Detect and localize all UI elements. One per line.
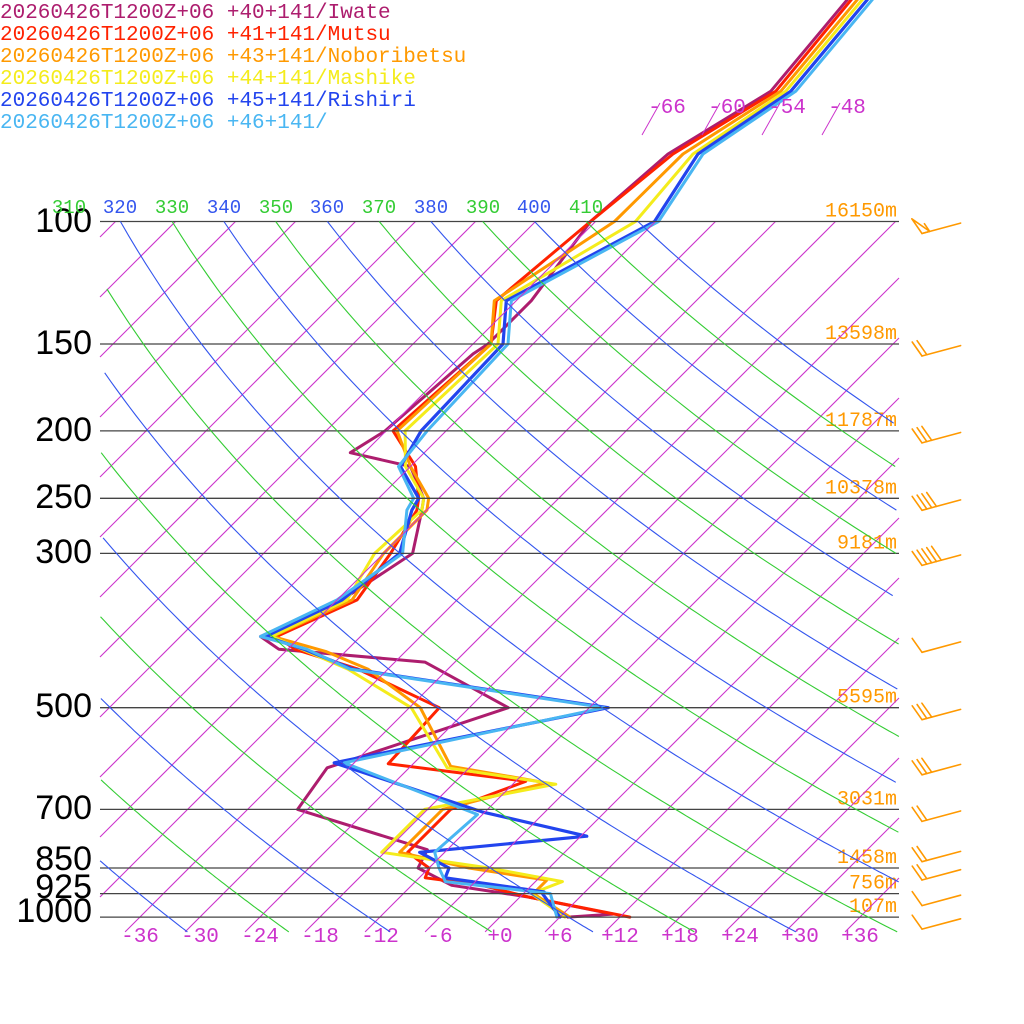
svg-text:400: 400 xyxy=(517,197,551,219)
svg-text:310: 310 xyxy=(52,197,86,219)
svg-text:250: 250 xyxy=(35,478,92,516)
svg-text:350: 350 xyxy=(259,197,293,219)
svg-text:3031m: 3031m xyxy=(837,788,897,811)
svg-text:360: 360 xyxy=(310,197,344,219)
svg-text:320: 320 xyxy=(103,197,137,219)
svg-text:-66: -66 xyxy=(648,97,686,120)
svg-text:1000: 1000 xyxy=(16,892,92,930)
svg-text:200: 200 xyxy=(35,411,92,449)
svg-text:-60: -60 xyxy=(708,97,746,120)
svg-text:150: 150 xyxy=(35,324,92,362)
svg-text:20260426T1200Z+06 +44+141/Mash: 20260426T1200Z+06 +44+141/Mashike xyxy=(0,68,416,91)
svg-text:-18: -18 xyxy=(301,926,339,949)
svg-text:330: 330 xyxy=(155,197,189,219)
svg-text:107m: 107m xyxy=(849,896,897,919)
svg-text:20260426T1200Z+06 +40+141/Iwat: 20260426T1200Z+06 +40+141/Iwate xyxy=(0,2,391,25)
svg-text:+18: +18 xyxy=(661,926,699,949)
svg-text:700: 700 xyxy=(35,789,92,827)
svg-text:-36: -36 xyxy=(121,926,159,949)
svg-text:-6: -6 xyxy=(427,926,452,949)
svg-text:11787m: 11787m xyxy=(825,410,897,433)
svg-text:-12: -12 xyxy=(361,926,399,949)
svg-text:20260426T1200Z+06 +43+141/Nobo: 20260426T1200Z+06 +43+141/Noboribetsu xyxy=(0,46,466,69)
svg-text:380: 380 xyxy=(414,197,448,219)
svg-text:-54: -54 xyxy=(768,97,806,120)
svg-text:+30: +30 xyxy=(781,926,819,949)
svg-text:370: 370 xyxy=(362,197,396,219)
svg-text:-24: -24 xyxy=(241,926,279,949)
svg-text:13598m: 13598m xyxy=(825,323,897,346)
svg-text:340: 340 xyxy=(207,197,241,219)
svg-text:756m: 756m xyxy=(849,873,897,896)
svg-text:+24: +24 xyxy=(721,926,759,949)
svg-text:20260426T1200Z+06 +46+141/: 20260426T1200Z+06 +46+141/ xyxy=(0,112,328,135)
svg-text:10378m: 10378m xyxy=(825,477,897,500)
svg-text:-48: -48 xyxy=(828,97,866,120)
svg-text:+36: +36 xyxy=(841,926,879,949)
svg-text:300: 300 xyxy=(35,533,92,571)
svg-text:+12: +12 xyxy=(601,926,639,949)
svg-text:500: 500 xyxy=(35,687,92,725)
svg-text:390: 390 xyxy=(466,197,500,219)
svg-text:20260426T1200Z+06 +45+141/Rish: 20260426T1200Z+06 +45+141/Rishiri xyxy=(0,90,416,113)
svg-text:+0: +0 xyxy=(487,926,512,949)
svg-text:+6: +6 xyxy=(547,926,572,949)
svg-text:16150m: 16150m xyxy=(825,201,897,224)
svg-text:20260426T1200Z+06 +41+141/Muts: 20260426T1200Z+06 +41+141/Mutsu xyxy=(0,24,391,47)
svg-text:9181m: 9181m xyxy=(837,532,897,555)
svg-text:410: 410 xyxy=(569,197,603,219)
svg-text:-30: -30 xyxy=(181,926,219,949)
